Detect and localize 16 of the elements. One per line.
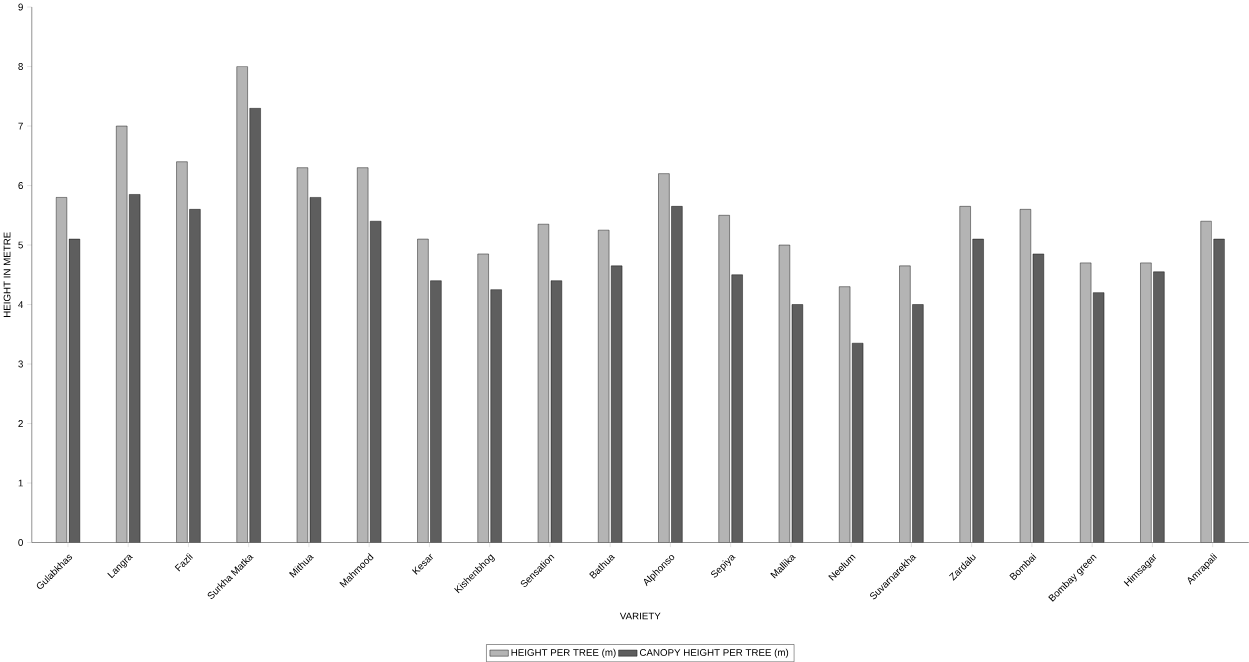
- y-tick-label: 3: [18, 360, 23, 368]
- y-tick-label: 9: [18, 3, 23, 11]
- y-tick-label: 2: [18, 420, 23, 427]
- bar: [1200, 221, 1212, 543]
- y-axis-title: HEIGHT IN METRE: [3, 232, 11, 317]
- legend-label: HEIGHT PER TREE (m): [511, 648, 616, 658]
- y-tick-label: 5: [18, 241, 23, 249]
- y-tick-label: 7: [18, 122, 23, 130]
- y-tick-label: 0: [18, 539, 23, 546]
- y-tick-label: 6: [18, 182, 23, 189]
- x-axis-title: VARIETY: [619, 612, 661, 620]
- y-tick-label: 8: [18, 63, 23, 70]
- bar: [1213, 238, 1225, 543]
- y-tick-label: 4: [18, 301, 24, 308]
- y-tick-label: 1: [18, 479, 23, 487]
- legend-label: CANOPY HEIGHT PER TREE (m): [639, 648, 789, 658]
